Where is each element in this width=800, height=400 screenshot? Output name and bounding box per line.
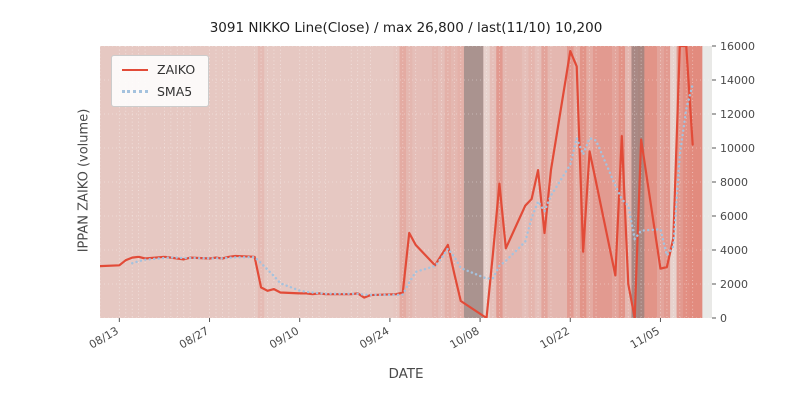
x-axis-label: DATE: [388, 366, 424, 382]
legend: ZAIKO SMA5: [111, 55, 210, 107]
background-band: [618, 46, 626, 318]
background-band: [586, 46, 593, 318]
background-band: [528, 46, 535, 318]
y-tick-label: 6000: [720, 210, 748, 223]
x-tick-label: 09/24: [357, 324, 391, 351]
y-tick-label: 8000: [720, 176, 748, 189]
background-band: [683, 46, 690, 318]
y-tick-label: 16000: [720, 40, 755, 53]
background-band: [579, 46, 587, 318]
x-tick-label: 08/27: [177, 324, 211, 351]
x-tick-label: 10/22: [538, 324, 572, 351]
y-tick-label: 10000: [720, 142, 755, 155]
x-tick-label: 10/08: [448, 324, 482, 351]
background-band: [573, 46, 580, 318]
background-band: [296, 46, 303, 318]
legend-item-zaiko: ZAIKO: [122, 62, 196, 77]
background-band: [264, 46, 271, 318]
background-band: [657, 46, 664, 318]
background-band: [309, 46, 316, 318]
background-band: [670, 46, 677, 318]
y-tick-label: 14000: [720, 74, 755, 87]
x-tick-label: 08/13: [87, 324, 121, 351]
background-band: [502, 46, 522, 318]
background-band: [567, 46, 574, 318]
background-band: [625, 46, 632, 318]
sma5-line-swatch: [122, 90, 148, 94]
background-band: [547, 46, 568, 318]
zaiko-line-swatch: [122, 69, 148, 72]
background-band: [489, 46, 497, 318]
background-band: [663, 46, 671, 318]
background-band: [367, 46, 394, 318]
background-band: [612, 46, 619, 318]
background-band: [141, 46, 162, 318]
background-band: [496, 46, 503, 318]
background-band: [399, 46, 406, 318]
background-band: [689, 46, 703, 318]
legend-item-sma5: SMA5: [122, 83, 195, 99]
background-band: [412, 46, 432, 318]
background-band: [444, 46, 452, 318]
background-band: [406, 46, 413, 318]
sma5-line: [131, 83, 694, 297]
background-band: [393, 46, 400, 318]
background-band: [232, 46, 252, 318]
background-band: [348, 46, 355, 318]
background-band: [483, 46, 490, 318]
y-tick-label: 4000: [720, 244, 748, 257]
background-band: [257, 46, 265, 318]
y-tick-label: 0: [720, 312, 727, 325]
background-band: [438, 46, 445, 318]
background-band: [161, 46, 168, 318]
background-band: [354, 46, 361, 318]
background-band: [277, 46, 297, 318]
background-band: [180, 46, 187, 318]
y-tick-label: 12000: [720, 108, 755, 121]
background-band: [360, 46, 368, 318]
background-band: [451, 46, 458, 318]
zaiko-line: [100, 46, 694, 318]
background-band: [174, 46, 181, 318]
x-tick-label: 09/10: [267, 324, 301, 351]
background-band: [116, 46, 123, 318]
background-band: [302, 46, 310, 318]
background-band: [431, 46, 439, 318]
background-band: [128, 46, 136, 318]
background-band: [219, 46, 226, 318]
background-band: [212, 46, 220, 318]
background-band: [251, 46, 258, 318]
background-band: [270, 46, 278, 318]
background-band: [676, 46, 684, 318]
background-band: [592, 46, 613, 318]
legend-label-sma5: SMA5: [157, 83, 193, 99]
x-tick-label: 11/05: [628, 324, 662, 351]
background-band: [167, 46, 175, 318]
gray-band: [631, 46, 645, 318]
background-band: [225, 46, 233, 318]
background-band: [186, 46, 207, 318]
background-band: [122, 46, 129, 318]
background-band: [135, 46, 142, 318]
background-band: [206, 46, 213, 318]
background-band: [534, 46, 542, 318]
background-band: [100, 46, 117, 318]
gray-band: [463, 46, 484, 318]
legend-label-zaiko: ZAIKO: [157, 62, 196, 77]
background-band: [521, 46, 529, 318]
background-band: [315, 46, 323, 318]
chart-title: 3091 NIKKO Line(Close) / max 26,800 / la…: [209, 20, 603, 36]
y-tick-label: 2000: [720, 278, 748, 291]
background-band: [322, 46, 349, 318]
background-band: [541, 46, 548, 318]
